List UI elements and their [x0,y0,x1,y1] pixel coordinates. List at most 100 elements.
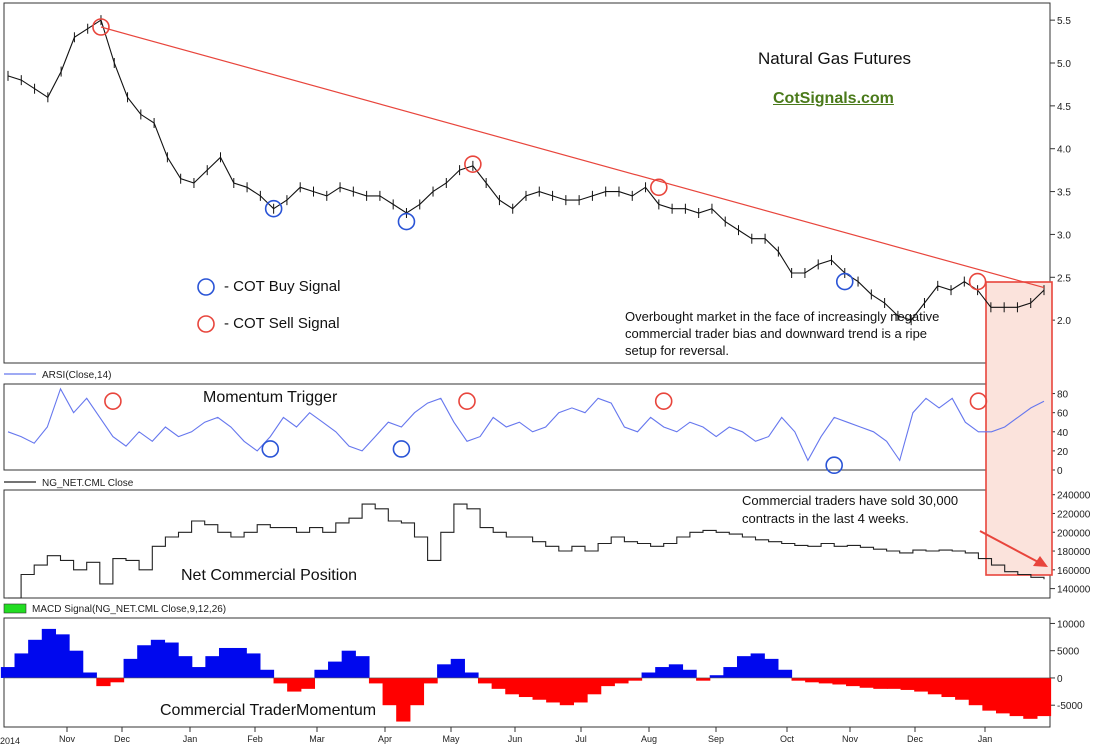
macd-bar [505,677,520,695]
y-tick-label-price: 5.5 [1057,16,1071,27]
macd-bar [41,628,57,678]
macd-bar [832,677,847,685]
macd-bar [696,677,711,681]
macd-bar [314,669,329,678]
decline-arrow-shaft [979,530,1041,564]
highlight-box [985,281,1053,576]
macd-bar [968,677,983,706]
macd-legend-text: MACD Signal(NG_NET.CML Close,9,12,26) [32,604,226,615]
sell-signal-marker [650,178,668,197]
macd-bar [723,667,738,678]
macd-bar [341,650,356,678]
macd-bar [518,677,534,698]
macd-legend-swatch [3,603,27,614]
macd-bar [355,656,370,678]
arsi-sell-marker [458,392,476,411]
y-tick-label-price: 2.5 [1057,273,1071,284]
trendline [100,26,1045,289]
y-tick-label-price: 3.5 [1057,188,1071,199]
arsi-sell-marker [654,392,673,411]
macd-bar [1009,677,1024,717]
macd-bar [259,669,275,678]
y-tick-label-macd: 10000 [1057,619,1085,630]
macd-bar [396,677,411,722]
arsi-sell-marker [969,392,988,411]
macd-bar [491,677,506,689]
arsi-buy-marker [392,440,411,458]
net-line [8,503,1045,599]
buy-legend-marker [197,278,215,296]
macd-bar [0,667,16,678]
macd-bar [191,667,206,678]
macd-bar [573,677,588,703]
y-tick-label-arsi: 0 [1057,466,1063,477]
macd-bar [164,642,179,678]
buy-legend-label: - COT Buy Signal [224,278,341,295]
y-tick-label-price: 4.5 [1057,102,1071,113]
macd-bar [287,677,302,692]
macd-bar [218,647,234,678]
x-tick-label: Nov [842,734,859,744]
overbought-note: Overbought market in the face of increas… [625,309,940,358]
arsi-sell-marker [104,392,122,411]
macd-bar [109,677,125,683]
macd-bar [791,677,806,681]
y-tick-label-arsi: 40 [1057,428,1069,439]
macd-bar [178,656,193,678]
macd-bar [450,658,465,678]
macd-bar [859,677,874,688]
macd-bar [559,677,575,706]
macd-bar [382,677,397,706]
x-tick-label: Jan [183,734,198,744]
x-tick-label: Jun [508,734,523,744]
panel-frame-arsi [3,383,1051,471]
x-tick-label: Dec [907,734,924,744]
y-tick-label-net: 140000 [1057,585,1091,596]
y-tick-label-price: 5.0 [1057,59,1071,70]
x-tick-label: Apr [378,734,392,744]
x-tick-label: Sep [708,734,724,744]
macd-bar [736,656,752,678]
macd-bar [232,647,247,678]
momentum-trigger-label: Momentum Trigger [203,389,338,406]
y-tick-label-net: 200000 [1057,528,1091,539]
arsi-legend-text: ARSI(Close,14) [42,370,111,381]
net-position-label: Net Commercial Position [181,567,358,584]
macd-bar [246,653,261,678]
y-tick-label-net: 240000 [1057,491,1091,502]
macd-bar [941,677,956,698]
decline-arrow-head [1033,556,1048,567]
macd-bar [28,639,43,678]
macd-bar [655,667,670,678]
macd-bar [137,645,152,678]
macd-bar [123,658,138,678]
site-link[interactable]: CotSignals.com [773,90,894,107]
sell-signal-marker [92,18,110,36]
sell-legend-label: - COT Sell Signal [224,315,340,332]
macd-bar [995,677,1011,714]
macd-bar [1036,677,1052,717]
macd-bar [532,677,547,700]
x-tick-label: Jan [978,734,993,744]
macd-bar [805,677,820,683]
sell-signal-marker [464,155,482,173]
macd-bar [900,677,915,690]
macd-bar [614,677,629,684]
chart-title: Natural Gas Futures [758,49,912,68]
macd-bar [423,677,438,684]
price-line [7,19,1045,321]
macd-bar [82,672,97,678]
macd-bar [873,677,888,689]
arsi-buy-marker [825,456,843,475]
y-tick-label-price: 3.0 [1057,230,1071,241]
arsi-buy-marker [261,440,280,458]
sell-signal-marker [968,272,987,291]
macd-bar [368,677,384,684]
macd-bar [409,677,425,706]
macd-bar [777,669,793,678]
macd-bar [641,672,656,678]
y-tick-label-macd: -5000 [1057,701,1083,712]
y-tick-label-macd: 5000 [1057,647,1080,658]
macd-bar [546,677,561,703]
